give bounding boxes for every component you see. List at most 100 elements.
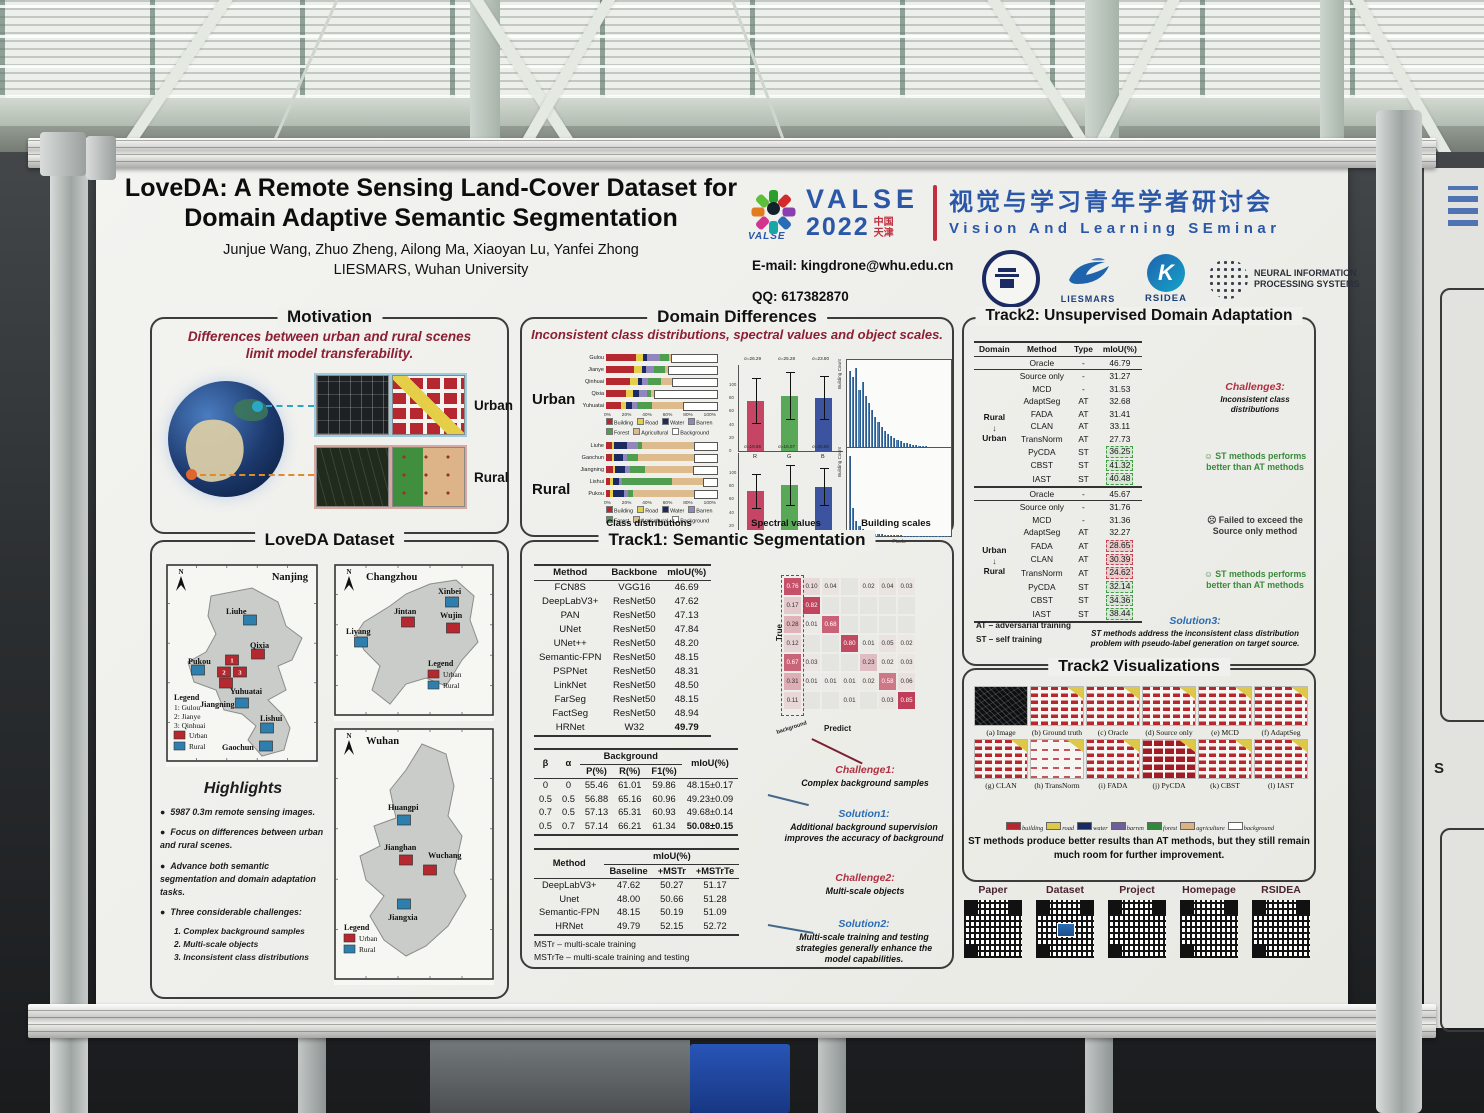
table-cell: 47.13 [674,609,699,621]
pinwheel-petal [776,215,793,231]
bar-segment [606,378,631,385]
y-axis-label: Building Count [837,447,842,478]
table-cell: 0.5 [561,793,575,804]
x-tick: 20% [621,501,632,506]
legend-label: Water [670,508,685,515]
support-pole-right [1376,110,1422,1113]
vis-tile: (l) IAST [1254,739,1308,790]
poster-affiliation: LIESMARS, Wuhan University [333,262,529,278]
whisker-cap [785,371,795,373]
urban-site-marker [217,666,231,678]
histogram-bar [890,535,893,536]
legend-label: Agricultural [641,518,669,525]
qr-code-row: Paper Dataset Project Homepage RSIDEA [962,884,1312,958]
board-rail-bottom [28,1004,1436,1038]
table-cell: 51.17 [703,880,727,891]
bar-segment [683,402,718,411]
table-row: Unet 48.00 50.66 51.28 [534,893,739,907]
matrix-cell: 0.76 [784,578,801,595]
rural-site-marker [397,898,411,910]
matrix-cell: 0.03 [898,654,915,671]
matrix-cell: 0.31 [784,673,801,690]
segmentation-tile [974,739,1028,779]
valse-wordmark: VALSE [748,231,786,242]
legend-entry: 3: Qinhuai [174,721,205,730]
table-cell: 0.7 [539,807,552,818]
table-cell: LinkNet [553,679,587,691]
miou-cell: 31.36 [1109,514,1131,525]
legend-label: barren [1126,825,1144,832]
liesmars-logo: LIESMARS [1052,254,1124,304]
matrix-cell [822,635,839,652]
bar-segment [623,490,628,497]
qr-label: Homepage [1182,884,1236,896]
bar-segment [644,466,693,473]
table-cell: W32 [624,721,645,733]
histogram-bar [908,444,912,448]
bar-segment [637,442,643,449]
matrix-cell: 0.05 [879,635,896,652]
table-cell: 50.08±0.15 [686,821,734,832]
histogram-bar [918,445,921,448]
table-row: PSPNet ResNet50 48.31 [534,665,711,679]
ceiling [0,0,1484,152]
matrix-cell [860,597,877,614]
highlight-numbered-item: 3. Inconsistent class distributions [174,952,309,963]
urban-location-dot [252,401,263,412]
domain-differences-title: Domain Differences [647,307,827,327]
table-header-row: Domain Method Type mIoU(%) [974,342,1142,356]
poster-header: LoveDA: A Remote Sensing Land-Cover Data… [114,174,748,278]
north-arrow-icon [344,576,354,591]
sigma-label: σ=25.80 [812,444,830,449]
stacked-bar [606,466,719,475]
sigma-label: σ=25.28 [778,356,796,361]
bar-segment [611,442,614,449]
type-cell: - [1082,383,1085,394]
stacked-bar-row: Liuhe [574,441,719,451]
valse-english-title: Vision And Learning SEminar [949,219,1281,237]
matrix-cell [841,578,858,595]
segmentation-tile [1086,686,1140,726]
legend-item: road [1046,822,1074,832]
solution3-annotation: Solution3: ST methods address the incons… [1090,615,1300,648]
table-row: MCD - 31.53 [974,383,1142,396]
north-arrow-icon [344,740,354,755]
rural-site-marker [397,814,411,826]
table-cell: 50.66 [660,893,684,904]
sigma-label: σ=16.07 [778,444,796,449]
bullet-text: Focus on differences between urban and r… [160,827,324,851]
segmentation-tile [1142,739,1196,779]
qr-item: RSIDEA [1250,884,1312,958]
pinwheel-petal [782,207,796,217]
histogram-bar [896,439,899,448]
bar-segment [625,402,633,409]
bar-segment [667,366,719,375]
matrix-cell [841,597,858,614]
spectral-values-chart-rural: 0 20 40 60 80 100 σ=19.55 Rσ=16.07 Gσ=25.80 B [729,444,843,548]
whisker-cap [751,423,761,425]
qr-code [1252,900,1310,958]
segmentation-tile [1198,686,1252,726]
urban-site-marker [423,864,437,876]
domain-differences-tagline: Inconsistent class distributions, spectr… [531,327,943,342]
miou-cell: 32.68 [1109,396,1131,406]
qr-code [1108,900,1166,958]
matrix-cell: 0.10 [803,578,820,595]
bar-segment [606,402,622,409]
vis-tile: (i) FADA [1086,739,1140,790]
type-cell: AT [1078,540,1089,551]
table-row: HRNet W32 49.79 [534,721,712,736]
matrix-cell: 0.23 [860,654,877,671]
matrix-cell: 0.06 [898,673,915,690]
type-cell: ST [1078,473,1089,484]
section-track1: Track1: Semantic Segmentation Method Back… [520,530,954,969]
bar-segment [642,442,695,449]
legend-swatch [672,515,680,523]
stacked-bar [606,390,718,399]
table-cell: 49.23±0.09 [686,793,734,804]
contact-block: E-mail: kingdrone@whu.edu.cn QQ: 6173828… [752,258,987,320]
miou-cell: 33.11 [1109,421,1131,431]
map-wuhan: N Wuhan Huangpi Jianghan Wuchang Jiangxia Lege… [334,728,494,985]
vis-caption-line1: ST methods produce better results than A… [968,836,1310,847]
stacked-bar [606,478,718,487]
